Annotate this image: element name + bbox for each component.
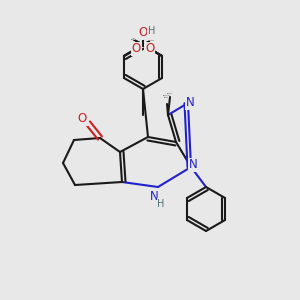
Text: H: H bbox=[157, 199, 165, 209]
Text: O: O bbox=[77, 112, 87, 125]
Text: methyl3: methyl3 bbox=[167, 92, 173, 94]
Text: N: N bbox=[186, 97, 194, 110]
Text: methyl_txt: methyl_txt bbox=[163, 94, 171, 96]
Text: methyl2: methyl2 bbox=[149, 40, 155, 41]
Text: H: H bbox=[148, 26, 155, 35]
Text: O: O bbox=[131, 43, 141, 56]
Text: O: O bbox=[145, 43, 154, 56]
Text: methyl: methyl bbox=[130, 39, 135, 40]
Text: O: O bbox=[138, 26, 148, 40]
Text: N: N bbox=[189, 158, 197, 172]
Text: N: N bbox=[150, 190, 158, 202]
Text: methyl: methyl bbox=[164, 96, 168, 98]
